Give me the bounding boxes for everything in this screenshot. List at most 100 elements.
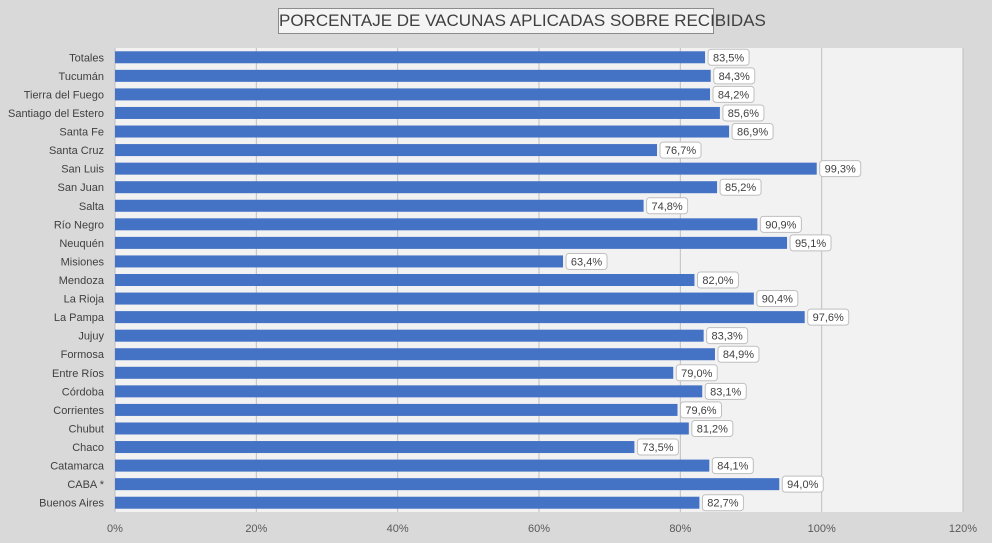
data-label-box xyxy=(781,475,824,493)
data-label: 86,9% xyxy=(737,127,768,139)
data-label: 84,2% xyxy=(718,89,749,101)
category-label: Formosa xyxy=(61,349,105,361)
data-label-box xyxy=(717,345,760,363)
x-tick-label: 80% xyxy=(669,523,691,535)
data-label-box xyxy=(636,438,679,456)
data-label: 84,3% xyxy=(719,71,750,83)
data-label: 85,6% xyxy=(728,108,759,120)
category-label: CABA * xyxy=(67,479,104,491)
data-label-box xyxy=(756,290,799,308)
x-tick-label: 120% xyxy=(949,523,977,535)
data-label-box xyxy=(691,419,734,437)
data-label: 95,1% xyxy=(795,238,826,250)
x-tick-label: 100% xyxy=(808,523,836,535)
bar xyxy=(115,478,780,491)
data-label: 82,7% xyxy=(707,498,738,510)
data-label: 90,4% xyxy=(762,294,793,306)
data-label-box xyxy=(707,48,750,66)
data-label-box xyxy=(819,160,862,178)
x-tick-label: 40% xyxy=(387,523,409,535)
data-label: 73,5% xyxy=(642,442,673,454)
category-label: La Rioja xyxy=(64,294,105,306)
data-label-box xyxy=(680,401,723,419)
bar xyxy=(115,181,718,194)
bar xyxy=(115,366,674,379)
bar xyxy=(115,51,706,64)
data-label: 83,5% xyxy=(713,52,744,64)
bar xyxy=(115,403,678,416)
bar xyxy=(115,162,817,175)
data-label-box xyxy=(731,123,774,141)
x-tick-label: 0% xyxy=(107,523,123,535)
bar xyxy=(115,125,730,138)
data-label: 84,1% xyxy=(717,461,748,473)
bar xyxy=(115,459,710,472)
bar xyxy=(115,144,658,157)
data-label: 76,7% xyxy=(665,145,696,157)
data-label: 99,3% xyxy=(825,164,856,176)
category-label: Chubut xyxy=(69,423,104,435)
category-label: Mendoza xyxy=(59,275,105,287)
data-label-box xyxy=(701,494,744,512)
data-label: 81,2% xyxy=(697,423,728,435)
data-label-box xyxy=(565,252,608,270)
bar xyxy=(115,218,758,231)
data-label: 94,0% xyxy=(787,479,818,491)
bar xyxy=(115,106,720,119)
bar xyxy=(115,441,635,454)
category-label: Santa Cruz xyxy=(49,145,104,157)
bar xyxy=(115,422,689,435)
category-label: Totales xyxy=(69,52,104,64)
category-label: Santiago del Estero xyxy=(8,108,104,120)
category-label: Chaco xyxy=(72,442,104,454)
data-label: 83,1% xyxy=(710,386,741,398)
category-label: Neuquén xyxy=(59,238,104,250)
bar xyxy=(115,329,704,342)
x-tick-label: 60% xyxy=(528,523,550,535)
x-tick-label: 20% xyxy=(245,523,267,535)
category-label: Catamarca xyxy=(50,461,105,473)
data-label-box xyxy=(659,141,702,159)
bar xyxy=(115,236,788,249)
bar xyxy=(115,255,564,268)
category-label: Río Negro xyxy=(54,219,104,231)
data-label-box xyxy=(711,457,754,475)
data-label: 90,9% xyxy=(765,219,796,231)
data-label-box xyxy=(704,382,747,400)
category-label: Jujuy xyxy=(78,331,104,343)
category-label: Tierra del Fuego xyxy=(24,89,104,101)
category-label: Corrientes xyxy=(53,405,104,417)
data-label-box xyxy=(759,215,802,233)
data-label-box xyxy=(675,364,718,382)
category-label: La Pampa xyxy=(54,312,105,324)
data-label-box xyxy=(706,327,749,345)
category-label: Tucumán xyxy=(59,71,104,83)
data-label-box xyxy=(713,67,756,85)
data-label: 84,9% xyxy=(723,349,754,361)
data-label: 97,6% xyxy=(813,312,844,324)
bar xyxy=(115,348,715,361)
category-label: Córdoba xyxy=(62,386,105,398)
data-label: 63,4% xyxy=(571,256,602,268)
bar xyxy=(115,385,703,398)
bar xyxy=(115,311,805,324)
chart-title: PORCENTAJE DE VACUNAS APLICADAS SOBRE RE… xyxy=(278,8,766,34)
category-label: Entre Ríos xyxy=(52,368,104,380)
category-label: San Luis xyxy=(61,164,104,176)
data-label: 83,3% xyxy=(712,331,743,343)
data-label: 79,6% xyxy=(685,405,716,417)
category-label: Misiones xyxy=(61,256,105,268)
data-label-box xyxy=(719,178,762,196)
bar xyxy=(115,292,754,305)
category-label: Buenos Aires xyxy=(39,498,104,510)
data-label-box xyxy=(722,104,765,122)
data-label-box xyxy=(646,197,689,215)
bar xyxy=(115,69,711,82)
data-label: 79,0% xyxy=(681,368,712,380)
bar xyxy=(115,199,644,212)
data-label-box xyxy=(712,85,755,103)
category-label: Santa Fe xyxy=(59,127,104,139)
data-label: 74,8% xyxy=(651,201,682,213)
